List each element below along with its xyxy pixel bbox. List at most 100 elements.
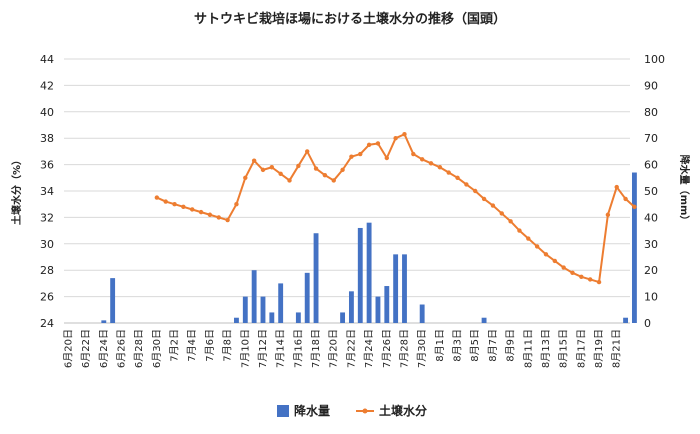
soil-moisture-point	[305, 149, 310, 154]
gridlines	[64, 58, 630, 324]
rainfall-bar	[260, 296, 266, 323]
chart-title: サトウキビ栽培ほ場における土壌水分の推移（国頭）	[194, 11, 506, 27]
rainfall-bar	[269, 312, 275, 323]
soil-moisture-point	[490, 203, 496, 208]
right-tick-label: 100	[644, 53, 665, 66]
right-tick-label: 80	[644, 106, 658, 119]
soil-moisture-point	[561, 265, 566, 270]
x-tick-label: 8月21日	[611, 329, 623, 368]
left-tick-label: 44	[40, 53, 54, 66]
soil-moisture-point	[225, 217, 230, 223]
x-tick-label: 7月2日	[169, 329, 181, 362]
right-tick-label: 70	[644, 132, 658, 145]
x-tick-label: 7月14日	[275, 329, 287, 368]
rainfall-bar	[631, 172, 637, 323]
x-tick-label: 7月6日	[204, 329, 216, 362]
soil-moisture-point	[393, 136, 398, 141]
soil-moisture-point	[216, 215, 221, 220]
rainfall-bar	[251, 270, 257, 323]
right-axis-label: 降水量（mm）	[678, 155, 691, 226]
left-tick-label: 36	[40, 159, 54, 172]
legend-label-moisture: 土壌水分	[379, 403, 427, 418]
soil-moisture-point	[605, 212, 611, 217]
rainfall-bar	[242, 296, 248, 323]
soil-moisture-point	[198, 209, 204, 215]
soil-moisture-point	[446, 170, 451, 175]
soil-moisture-point	[552, 258, 558, 264]
x-tick-label: 8月3日	[452, 329, 464, 362]
legend-swatch-rainfall	[277, 405, 289, 417]
soil-moisture-point	[455, 175, 460, 180]
soil-moisture-point	[428, 161, 434, 166]
x-tick-label: 8月19日	[593, 329, 605, 368]
soil-moisture-point	[588, 277, 593, 282]
left-tick-label: 42	[40, 79, 54, 92]
soil-moisture-point	[313, 166, 319, 171]
soil-moisture-point	[322, 172, 328, 178]
soil-moisture-point	[508, 219, 513, 224]
soil-moisture-point	[473, 188, 478, 194]
x-tick-label: 7月12日	[257, 329, 269, 368]
rainfall-bar	[623, 317, 629, 323]
x-tick-label: 7月4日	[186, 329, 198, 362]
soil-moisture-point	[543, 252, 549, 257]
x-tick-label: 7月24日	[363, 329, 375, 368]
legend: 降水量 土壌水分	[277, 403, 427, 418]
x-axis: 6月20日 6月22日 6月24日 6月26日 6月28日 6月30日 7月2日 7月4日 7月…	[62, 329, 622, 368]
rainfall-bar	[234, 317, 239, 323]
soil-moisture-point	[234, 202, 239, 207]
soil-moisture-point	[207, 212, 213, 217]
soil-moisture-point	[163, 199, 168, 204]
x-tick-label: 6月26日	[115, 329, 127, 368]
left-tick-label: 30	[40, 238, 54, 251]
rainfall-bar	[313, 233, 319, 323]
soil-moisture-point	[358, 151, 363, 157]
soil-moisture-point	[243, 175, 248, 180]
soil-moisture-line	[154, 132, 637, 285]
right-tick-label: 20	[644, 264, 658, 277]
right-tick-label: 0	[644, 317, 651, 330]
rainfall-bar	[481, 317, 487, 323]
soil-moisture-point	[340, 167, 345, 173]
soil-moisture-point	[570, 270, 575, 276]
x-tick-label: 6月30日	[151, 329, 163, 368]
x-tick-label: 8月15日	[558, 329, 570, 368]
x-tick-label: 7月16日	[292, 329, 304, 368]
soil-moisture-point	[534, 244, 540, 249]
rainfall-bar	[375, 296, 381, 323]
rainfall-bar	[393, 254, 399, 323]
right-y-axis: 0 10 20 30 40 50 60 70 80 90 100	[644, 53, 665, 330]
rainfall-bar	[419, 304, 425, 323]
soil-moisture-point	[481, 196, 487, 202]
left-y-axis: 24 26 28 30 32 34 36 38 40 42 44	[40, 53, 54, 330]
x-tick-label: 7月18日	[310, 329, 322, 368]
soil-moisture-point	[526, 236, 531, 241]
x-tick-label: 7月20日	[328, 329, 340, 368]
x-tick-label: 8月11日	[522, 329, 534, 368]
soil-moisture-point	[190, 207, 195, 212]
legend-label-rainfall: 降水量	[294, 403, 330, 418]
soil-moisture-point	[596, 279, 602, 285]
x-tick-label: 8月7日	[487, 329, 499, 362]
soil-moisture-point	[251, 158, 257, 163]
left-tick-label: 38	[40, 132, 54, 145]
soil-moisture-point	[464, 182, 469, 187]
rainfall-bar	[402, 254, 407, 323]
soil-moisture-point	[366, 142, 372, 147]
x-tick-label: 7月26日	[381, 329, 393, 368]
rainfall-bar	[348, 291, 354, 323]
soil-moisture-point	[260, 167, 266, 173]
soil-moisture-point	[331, 178, 336, 183]
x-tick-label: 8月9日	[505, 329, 517, 362]
left-tick-label: 34	[40, 185, 54, 198]
right-tick-label: 90	[644, 79, 658, 92]
x-tick-label: 7月8日	[222, 329, 234, 362]
soil-moisture-point	[172, 202, 177, 207]
soil-moisture-point	[375, 141, 381, 146]
x-tick-label: 7月10日	[239, 329, 251, 368]
right-tick-label: 60	[644, 159, 658, 172]
soil-moisture-point	[499, 211, 504, 216]
soil-moisture-point	[437, 165, 443, 170]
rainfall-bar	[304, 272, 310, 323]
left-tick-label: 40	[40, 106, 54, 119]
